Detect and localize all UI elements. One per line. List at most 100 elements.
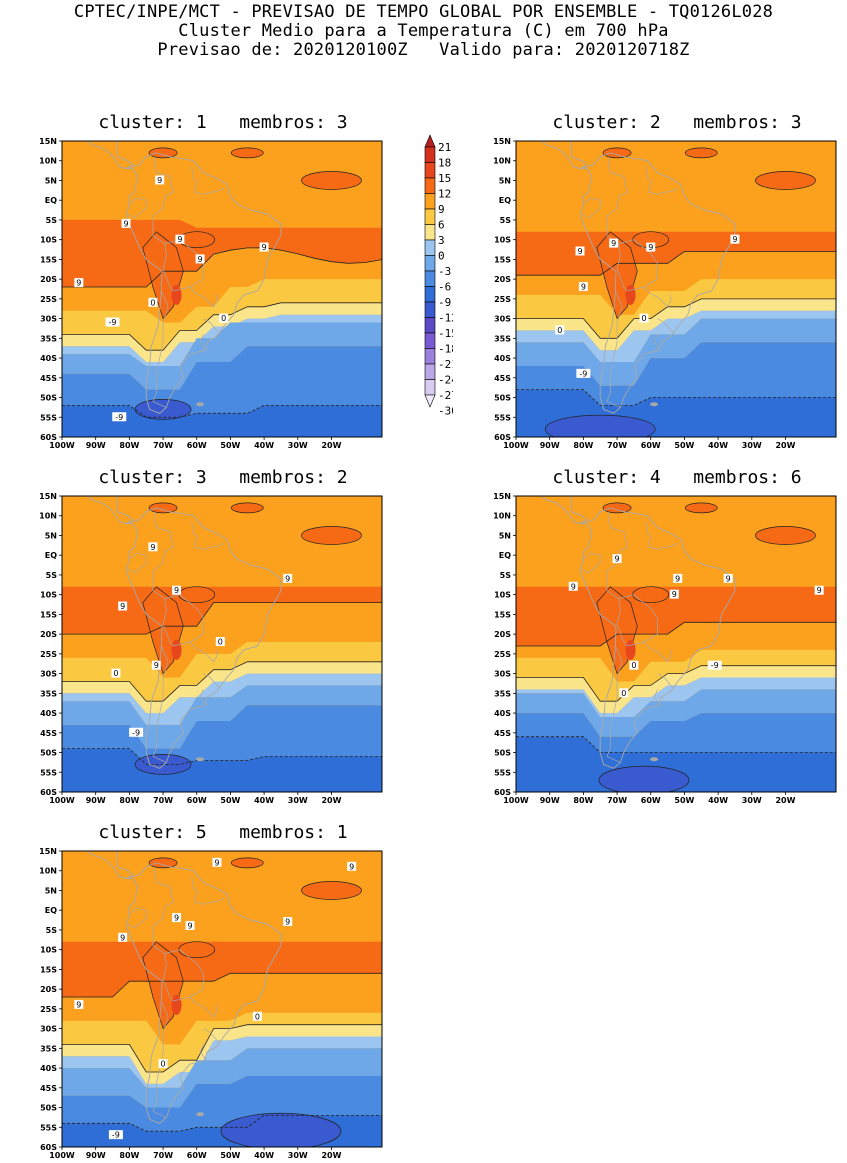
lon-label: 50W [674,796,694,805]
lat-label: 40S [40,354,57,363]
panel-title-2: cluster: 2 membros: 3 [552,112,802,133]
header-line-1: CPTEC/INPE/MCT - PREVISAO DE TEMPO GLOBA… [73,2,774,22]
lat-label: 55S [40,413,57,422]
atlantic-east-warm-patch [755,171,816,190]
lat-label: 5S [500,571,512,580]
country-border [581,552,601,574]
lat-label: 35S [40,1044,57,1053]
contour-label-bg [129,727,144,737]
colorbar-label: -6 [438,281,451,294]
contour-label: 0 [557,326,562,335]
lon-label: 20W [775,441,795,450]
contour-label: 9 [123,219,128,228]
country-border [162,594,204,647]
lon-label: 100W [503,441,529,450]
contour-label: 0 [255,1012,260,1021]
colorbar-label: -27 [438,389,453,402]
atlantic-north-warm-patch [684,147,718,159]
lat-label: 5S [500,216,512,225]
contour-label-bg [609,238,619,248]
contour-0 [62,661,382,702]
lat-label: 40S [494,354,511,363]
colorbar-swatch [424,270,436,287]
contour-label-bg [105,317,120,327]
contour-label-bg [568,581,578,591]
temperature-colorbar: 21 18 15 12 9 6 3 0 -3 -6 -9 -12 -15 -18 -21 -24 -27 -30 [424,134,453,418]
lat-label: 20S [494,630,511,639]
band-3-6 [62,1012,382,1072]
colorbar-label: 3 [438,234,445,247]
contour-m9 [62,404,382,418]
lat-label: 5N [45,531,57,540]
lat-label: 25S [494,650,511,659]
colorbar-swatch [424,301,436,318]
colorbar-label: 0 [438,250,445,263]
colorbar-swatch [424,193,436,210]
country-border [191,166,197,181]
contour-label-bg [555,325,565,335]
country-border [645,521,651,536]
cold-core-patch [544,414,656,437]
band-m12-m9 [516,736,836,792]
contour-label: 9 [120,602,125,611]
colorbar-label: 15 [438,172,451,185]
band-m3-0 [516,310,836,362]
country-border [645,166,651,181]
lon-label: 90W [86,796,106,805]
lat-label: 10S [494,236,511,245]
lon-label: 70W [153,1151,173,1160]
colorbar-swatch [424,255,436,272]
band-m6-m3 [62,322,382,390]
lon-label: 60W [641,441,661,450]
contour-label: 0 [641,314,646,323]
lat-label: 5N [45,176,57,185]
country-border [616,239,658,292]
country-border [127,907,147,929]
colorbar-label: -15 [438,327,453,340]
country-border [653,334,662,351]
band-m12-m9 [62,748,382,792]
country-border [657,318,673,333]
country-border [152,645,169,763]
contour-label-bg [252,1011,262,1021]
lon-label: 80W [119,1151,139,1160]
country-border [152,290,169,408]
contour-label-bg [814,585,824,595]
lat-label: 15N [39,137,57,146]
coastline-central-america [86,851,134,880]
country-border [199,1044,208,1061]
lon-label: 20W [321,796,341,805]
lon-label: 60W [641,796,661,805]
lat-label: 15N [493,137,511,146]
contour-label-bg [121,218,131,228]
contour-label-bg [112,412,127,422]
caribbean-warm-patch [148,147,178,159]
contour-label: 9 [177,235,182,244]
colorbar-swatch [424,317,436,334]
lat-label: EQ [45,906,57,915]
map-frame [61,495,383,793]
colorbar-label: -21 [438,358,453,371]
band-m3-0 [516,677,836,717]
lat-label: 15S [494,255,511,264]
country-border [648,535,678,550]
lat-label: 55S [494,768,511,777]
lat-label: 30S [494,315,511,324]
lon-label: 40W [254,1151,274,1160]
lat-label: 5S [46,926,58,935]
lat-label: 10S [494,591,511,600]
band-m9-m6 [516,713,836,753]
contour-label-bg [730,234,740,244]
band-m9-m6 [62,346,382,418]
map-fill [62,141,382,437]
lat-label: 20S [494,275,511,284]
country-border [152,511,174,625]
contour-label-bg [118,601,128,611]
band-9-12 [62,586,382,635]
colorbar-label: 6 [438,219,445,232]
colorbar-swatch [424,177,436,194]
lat-label: 35S [40,334,57,343]
map-frame [515,495,837,793]
contour-0 [516,298,836,339]
panel-title-1: cluster: 1 membros: 3 [98,112,348,133]
